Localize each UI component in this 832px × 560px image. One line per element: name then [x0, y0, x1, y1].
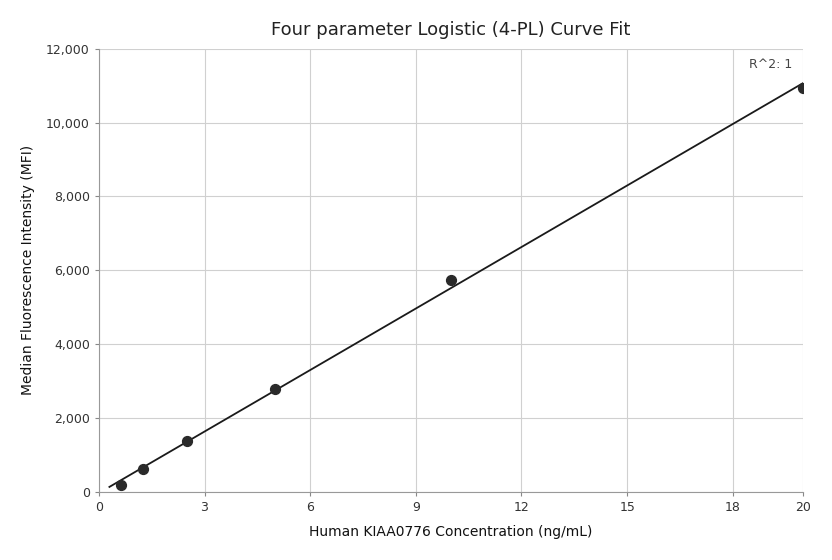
Text: R^2: 1: R^2: 1: [750, 58, 793, 71]
Title: Four parameter Logistic (4-PL) Curve Fit: Four parameter Logistic (4-PL) Curve Fit: [271, 21, 631, 39]
Y-axis label: Median Fluorescence Intensity (MFI): Median Fluorescence Intensity (MFI): [21, 145, 35, 395]
Point: [181, 437, 194, 446]
X-axis label: Human KIAA0776 Concentration (ng/mL): Human KIAA0776 Concentration (ng/mL): [310, 525, 592, 539]
Point: [268, 384, 281, 393]
Point: [136, 465, 150, 474]
Point: [444, 275, 458, 284]
Point: [114, 480, 127, 489]
Point: [796, 83, 810, 92]
